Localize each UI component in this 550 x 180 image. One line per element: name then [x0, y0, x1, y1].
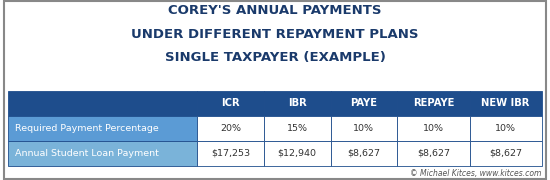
Text: SINGLE TAXPAYER (EXAMPLE): SINGLE TAXPAYER (EXAMPLE) [164, 51, 386, 64]
Bar [397, 116, 470, 141]
Bar [397, 141, 470, 166]
Bar [8, 116, 197, 141]
Text: $12,940: $12,940 [278, 149, 317, 158]
Bar [8, 141, 197, 166]
Bar [397, 91, 470, 116]
Text: 15%: 15% [287, 124, 308, 133]
Text: $8,627: $8,627 [348, 149, 381, 158]
Text: Required Payment Percentage: Required Payment Percentage [15, 124, 158, 133]
Bar [264, 141, 331, 166]
Text: 20%: 20% [220, 124, 241, 133]
Bar [197, 91, 264, 116]
Text: PAYE: PAYE [350, 98, 377, 108]
Text: NEW IBR: NEW IBR [481, 98, 530, 108]
Bar [470, 91, 542, 116]
Bar [264, 91, 331, 116]
Text: ICR: ICR [221, 98, 240, 108]
Bar [470, 141, 542, 166]
Text: © Michael Kitces, www.kitces.com: © Michael Kitces, www.kitces.com [410, 169, 542, 178]
Text: Annual Student Loan Payment: Annual Student Loan Payment [15, 149, 159, 158]
Text: 10%: 10% [354, 124, 375, 133]
Text: COREY'S ANNUAL PAYMENTS: COREY'S ANNUAL PAYMENTS [168, 4, 382, 17]
Text: 10%: 10% [495, 124, 516, 133]
Bar [264, 116, 331, 141]
Text: $17,253: $17,253 [211, 149, 250, 158]
Bar [197, 141, 264, 166]
Text: $8,627: $8,627 [417, 149, 450, 158]
Text: $8,627: $8,627 [489, 149, 522, 158]
Bar [197, 116, 264, 141]
Bar [331, 141, 397, 166]
Text: UNDER DIFFERENT REPAYMENT PLANS: UNDER DIFFERENT REPAYMENT PLANS [131, 28, 419, 41]
Bar [331, 116, 397, 141]
Text: REPAYE: REPAYE [412, 98, 454, 108]
Bar [331, 91, 397, 116]
Bar [8, 91, 197, 116]
Text: IBR: IBR [288, 98, 306, 108]
Text: 10%: 10% [423, 124, 444, 133]
Bar [470, 116, 542, 141]
